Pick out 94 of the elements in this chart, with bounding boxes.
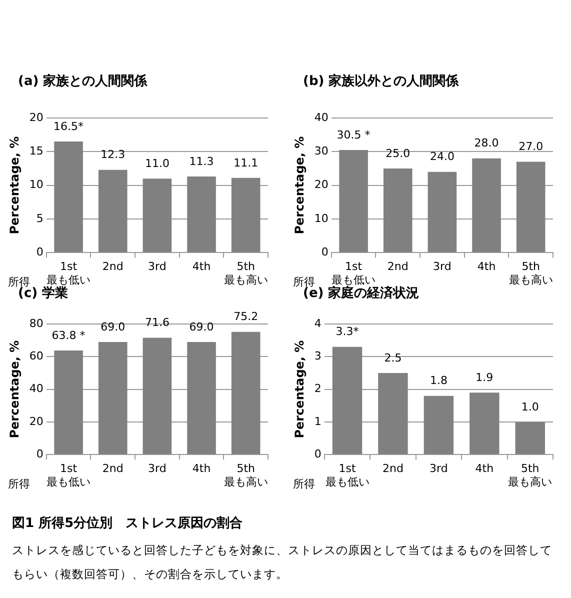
bar (383, 168, 412, 252)
x-tick-label: 1st 最も低い (332, 260, 376, 286)
data-label: 25.0 (386, 146, 410, 160)
x-tick-label: 1st 最も低い (46, 260, 91, 286)
data-label: 2.5 (384, 351, 402, 364)
bar (54, 142, 83, 252)
x-tick-label: 4th (192, 260, 211, 274)
data-label: 71.6 (144, 316, 170, 330)
y-axis-title: Percentage, % (292, 340, 306, 438)
data-label: 27.0 (518, 140, 544, 154)
y-tick-label: 4 (314, 316, 322, 330)
x-tick-label: 2nd (387, 260, 408, 274)
x-tick-label: 5th 最も高い (224, 462, 268, 488)
bar (428, 172, 457, 252)
bar (472, 158, 501, 252)
bar (98, 342, 128, 454)
data-label: 12.3 (100, 148, 126, 162)
x-tick-label: 2nd (102, 462, 124, 476)
bar (54, 350, 83, 454)
data-label: 63.8 * (52, 328, 86, 342)
data-label: 69.0 (189, 320, 214, 334)
x-tick-label: 3rd (430, 462, 448, 476)
x-tick-label: 4th (475, 462, 494, 476)
y-tick-label: 0 (36, 447, 44, 460)
x-axis-title: 所得 (293, 477, 315, 490)
data-label: 28.0 (474, 136, 499, 150)
y-tick-label: 0 (36, 245, 44, 258)
x-tick-label: 4th (477, 260, 496, 274)
x-tick-label: 5th 最も高い (508, 260, 553, 286)
x-tick-label: 4th (192, 462, 211, 476)
x-tick-label: 5th 最も高い (224, 260, 268, 286)
y-tick-label: 0 (314, 447, 322, 460)
data-label: 3.3* (336, 325, 360, 338)
data-label: 11.1 (234, 156, 258, 170)
x-tick-label: 1st 最も低い (325, 462, 370, 488)
text: 図1 所得5分位別 ストレス原因の割合 (12, 514, 244, 532)
bar (424, 396, 454, 454)
bar (187, 176, 216, 252)
chart-title: (e) 家庭の経済状況 (303, 286, 420, 301)
y-axis-title: Percentage, % (292, 136, 306, 234)
y-tick-label: 40 (29, 382, 44, 396)
y-tick-label: 1 (314, 414, 322, 428)
bar (332, 346, 362, 454)
y-tick-label: 30 (314, 144, 328, 158)
y-tick-label: 3 (314, 350, 322, 363)
x-tick-label: 2nd (382, 462, 404, 476)
y-tick-label: 5 (36, 212, 44, 225)
data-label: 75.2 (234, 310, 258, 324)
data-label: 1.8 (430, 374, 448, 388)
y-tick-label: 40 (314, 110, 328, 124)
y-tick-label: 10 (29, 178, 44, 192)
text: ストレスを感じていると回答した子どもを対象に、ストレスの原因として当てはまるものを回答してもらい（複数回答可）、その割合を示しています。 (12, 542, 553, 583)
y-tick-label: 10 (314, 212, 328, 225)
y-axis-title: Percentage, % (7, 136, 22, 234)
bar (231, 178, 260, 252)
x-tick-label: 3rd (148, 260, 166, 274)
y-tick-label: 15 (29, 144, 44, 158)
chart-title: (b) 家族以外との人間関係 (303, 72, 460, 91)
y-tick-label: 20 (314, 178, 328, 192)
bar (378, 372, 408, 454)
y-tick-label: 80 (29, 316, 44, 330)
y-tick-label: 20 (29, 414, 44, 428)
y-axis-title: Percentage, % (7, 340, 22, 438)
bar (470, 392, 500, 454)
data-label: 69.0 (100, 320, 126, 334)
data-label: 1.9 (476, 370, 494, 384)
y-tick-label: 60 (29, 350, 44, 363)
x-tick-label: 2nd (102, 260, 124, 274)
data-label: 16.5* (54, 120, 84, 133)
x-tick-label: 3rd (148, 462, 166, 476)
x-axis-title: 所得 (8, 275, 30, 288)
bar (187, 342, 216, 454)
bar (142, 178, 172, 252)
chart-title: (a) 家族との人間関係 (18, 72, 148, 91)
x-axis-title: 所得 (293, 275, 315, 288)
data-label: 24.0 (430, 150, 454, 164)
bar (515, 422, 545, 454)
x-tick-label: 3rd (433, 260, 452, 274)
y-tick-label: 2 (314, 382, 322, 396)
bar (98, 170, 128, 252)
chart-title: (c) 学業 (18, 286, 68, 301)
data-label: 11.3 (189, 154, 214, 168)
data-label: 1.0 (521, 400, 539, 414)
y-tick-label: 0 (321, 245, 328, 258)
x-tick-label: 5th 最も高い (508, 462, 552, 488)
data-label: 11.0 (144, 156, 170, 170)
x-axis-title: 所得 (8, 477, 30, 490)
data-label: 30.5 * (336, 128, 371, 142)
bar (231, 332, 260, 454)
y-tick-label: 20 (29, 110, 44, 124)
bar (339, 150, 368, 252)
x-tick-label: 1st 最も低い (46, 462, 91, 488)
bar (142, 338, 172, 454)
bar (516, 162, 546, 252)
